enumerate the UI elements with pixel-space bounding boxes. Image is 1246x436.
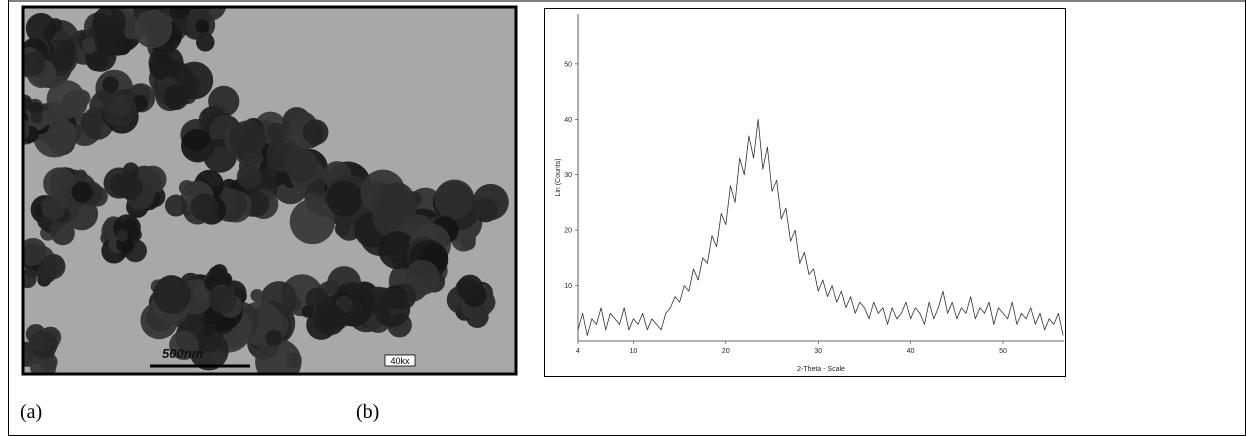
y-tick-label: 10 — [564, 283, 572, 290]
particle — [24, 237, 48, 266]
y-tick-label: 30 — [564, 172, 572, 179]
particle — [255, 338, 302, 373]
particle — [456, 274, 484, 301]
particle — [103, 167, 135, 199]
particle — [313, 303, 346, 336]
particle — [24, 56, 41, 75]
particle — [472, 183, 509, 221]
chart-frame — [544, 8, 1066, 377]
y-tick-label: 40 — [564, 117, 572, 124]
particle — [133, 9, 173, 49]
x-tick-label: 20 — [722, 348, 730, 355]
x-axis-label: 2-Theta - Scale — [797, 366, 845, 373]
particle — [148, 45, 184, 81]
y-tick-label: 50 — [564, 61, 572, 68]
particle — [169, 330, 199, 361]
particle — [46, 80, 86, 119]
particle — [173, 8, 190, 19]
particle — [189, 331, 229, 371]
particle — [283, 147, 318, 182]
particle — [374, 291, 411, 328]
particle — [49, 46, 75, 72]
xrd-chart: 10 20 30 40 50 4 10 20 30 40 50 2-Theta - Scale Lin … — [555, 14, 1064, 373]
particle — [302, 119, 329, 146]
y-tick-label: 20 — [564, 228, 572, 235]
particles — [24, 8, 509, 373]
particle — [50, 221, 75, 246]
tem-image: 500nm 40kx — [21, 5, 518, 376]
particle — [195, 19, 210, 34]
particle — [30, 353, 57, 373]
x-tick-label: 40 — [907, 348, 915, 355]
particle — [265, 329, 283, 347]
caption-a: (a) — [20, 401, 42, 423]
x-tick-label: 30 — [814, 348, 822, 355]
particle — [378, 231, 417, 270]
particle — [324, 279, 339, 295]
particle — [289, 198, 336, 245]
magnification-box — [384, 354, 416, 367]
particle — [250, 288, 264, 302]
particle — [25, 12, 57, 44]
particle — [472, 306, 488, 321]
particle — [109, 95, 131, 117]
x-tick-label: 10 — [630, 348, 638, 355]
particle — [211, 264, 228, 280]
particle — [236, 164, 262, 189]
x-tick-label: 50 — [999, 348, 1007, 355]
particle — [29, 332, 46, 350]
particle — [30, 111, 43, 124]
particle — [326, 180, 363, 217]
particle — [81, 37, 99, 54]
particle — [41, 195, 66, 220]
particle — [404, 259, 440, 296]
particle — [153, 275, 192, 314]
particle — [202, 323, 215, 336]
particle — [301, 305, 314, 318]
particle — [164, 194, 188, 217]
particle — [102, 76, 119, 94]
magnification-label: 40kx — [390, 356, 410, 366]
caption-b: (b) — [356, 401, 379, 423]
x-tick-label: 4 — [576, 348, 580, 355]
particle — [434, 179, 475, 220]
particle — [71, 181, 93, 203]
particle — [36, 262, 57, 284]
particle — [116, 229, 129, 242]
particle — [228, 120, 267, 158]
particle — [196, 32, 214, 50]
tem-border — [21, 5, 518, 376]
scale-bar-label: 500nm — [162, 346, 204, 361]
particle — [178, 179, 195, 196]
particle — [267, 122, 285, 141]
particle — [163, 85, 189, 111]
xrd-line — [577, 118, 1064, 336]
particle — [92, 8, 126, 40]
particle — [190, 193, 219, 222]
particle — [208, 285, 237, 314]
y-axis-label: Lin (Counts) — [555, 158, 562, 196]
particle — [24, 118, 30, 141]
